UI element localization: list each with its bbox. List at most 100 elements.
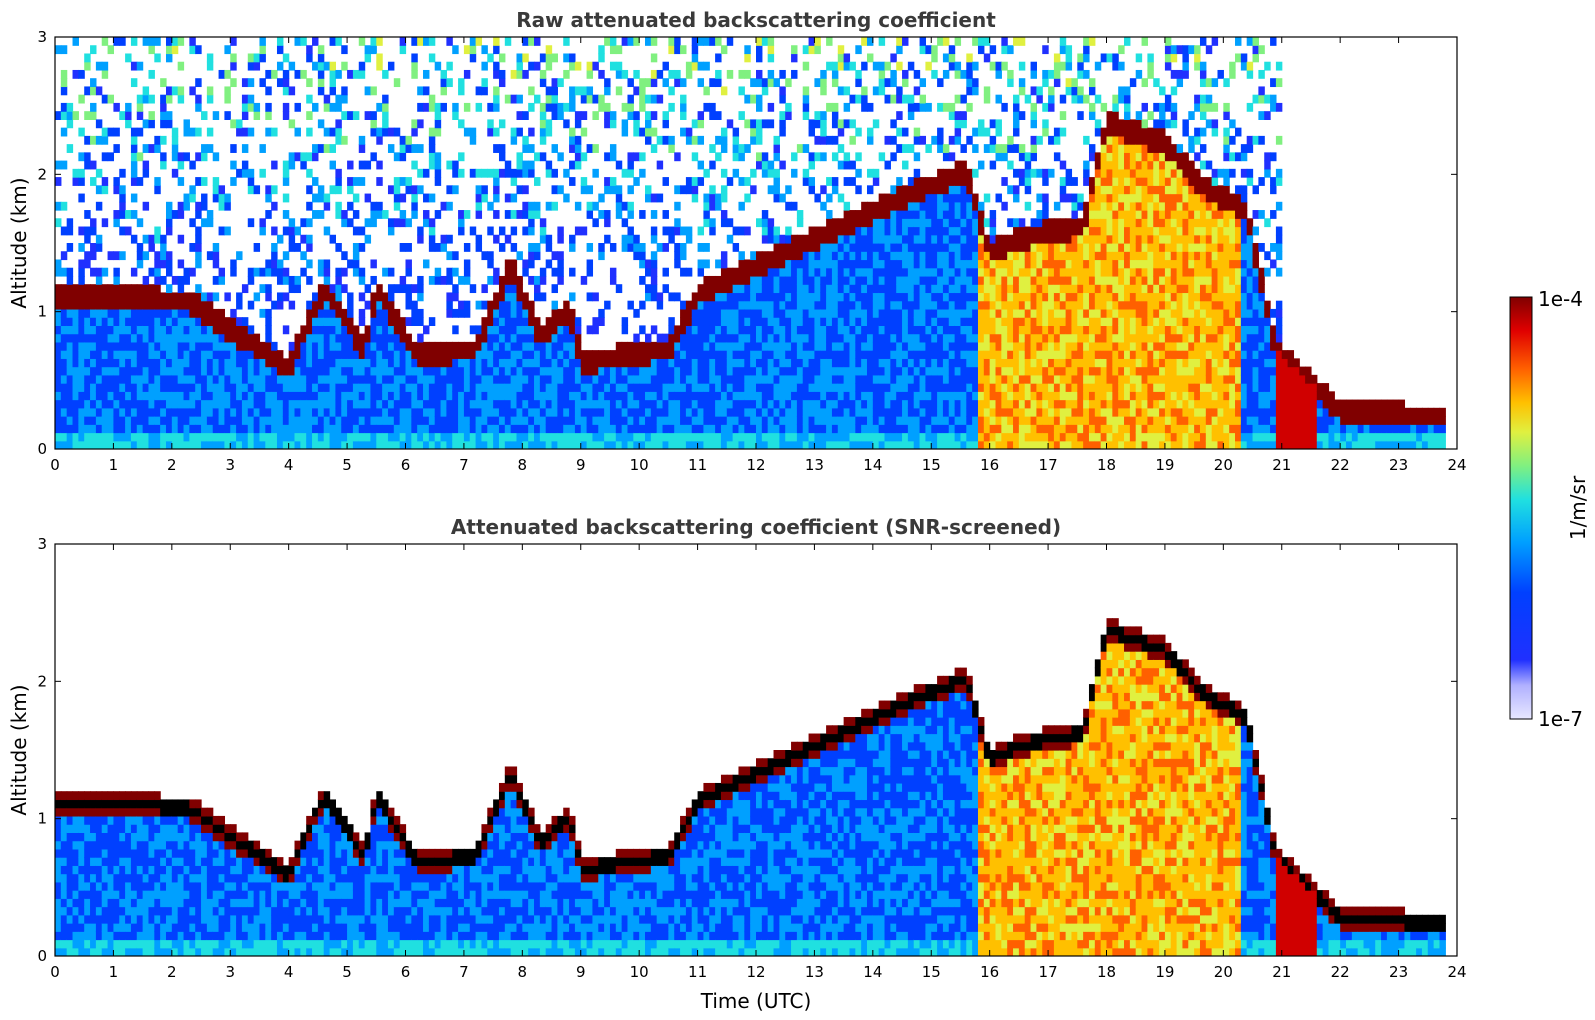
heatmap-cell: [183, 341, 190, 351]
heatmap-cell: [925, 440, 932, 449]
heatmap-cell: [399, 284, 407, 294]
heatmap-cell: [919, 416, 927, 425]
heatmap-cell: [972, 193, 979, 203]
heatmap-cell: [814, 424, 821, 434]
heatmap-cell: [452, 267, 459, 277]
heatmap-cell: [177, 86, 185, 96]
heatmap-cell: [434, 424, 442, 434]
heatmap-cell: [259, 53, 266, 63]
heatmap-cell: [738, 111, 745, 120]
heatmap-cell: [423, 218, 430, 228]
heatmap-cell: [855, 251, 862, 261]
heatmap-cell: [352, 226, 360, 236]
heatmap-cell: [680, 317, 687, 326]
heatmap-cell: [977, 308, 985, 318]
heatmap-cell: [615, 69, 623, 79]
heatmap-cell: [458, 226, 465, 236]
heatmap-cell: [341, 374, 348, 384]
heatmap-cell: [376, 210, 383, 219]
heatmap-cell: [855, 275, 862, 285]
heatmap-cell: [907, 284, 915, 294]
heatmap-cell: [510, 416, 518, 425]
heatmap-cell: [317, 61, 325, 71]
heatmap-cell: [206, 53, 214, 63]
heatmap-cell: [703, 366, 710, 376]
heatmap-cell: [557, 226, 564, 236]
heatmap-cell: [685, 317, 693, 326]
heatmap-cell: [720, 185, 728, 195]
heatmap-cell: [417, 407, 424, 417]
heatmap-cell: [498, 325, 506, 335]
heatmap-cell: [329, 407, 336, 417]
heatmap-cell: [966, 61, 973, 71]
heatmap-cell: [861, 440, 868, 449]
heatmap-cell: [516, 399, 523, 409]
heatmap-cell: [504, 160, 512, 170]
heatmap-cell: [347, 317, 354, 326]
heatmap-cell: [171, 86, 179, 96]
heatmap-cell: [335, 341, 342, 351]
heatmap-cell: [621, 102, 629, 112]
heatmap-cell: [855, 432, 862, 442]
heatmap-cell: [136, 300, 144, 310]
heatmap-cell: [948, 391, 956, 401]
heatmap-cell: [627, 432, 634, 442]
heatmap-cell: [130, 152, 138, 162]
heatmap-cell: [55, 317, 62, 326]
heatmap-cell: [60, 424, 68, 434]
heatmap-cell: [201, 333, 208, 343]
heatmap-cell: [259, 78, 266, 88]
heatmap-cell: [417, 424, 424, 434]
heatmap-cell: [954, 251, 962, 261]
heatmap-cell: [236, 333, 243, 343]
heatmap-cell: [545, 350, 553, 359]
heatmap-cell: [259, 383, 266, 392]
heatmap-cell: [516, 432, 523, 442]
heatmap-cell: [125, 366, 132, 376]
heatmap-cell: [458, 218, 465, 228]
heatmap-cell: [761, 267, 769, 277]
heatmap-cell: [253, 333, 261, 343]
heatmap-cell: [615, 391, 623, 401]
heatmap-cell: [481, 416, 488, 425]
heatmap-cell: [697, 259, 705, 269]
heatmap-cell: [551, 383, 558, 392]
heatmap-cell: [995, 358, 1002, 368]
heatmap-cell: [335, 440, 342, 449]
heatmap-cell: [802, 267, 810, 277]
heatmap-cell: [966, 300, 973, 310]
heatmap-cell: [843, 119, 851, 129]
heatmap-cell: [183, 374, 190, 384]
heatmap-cell: [66, 144, 74, 153]
heatmap-cell: [130, 193, 138, 203]
heatmap-cell: [942, 292, 950, 302]
heatmap-cell: [592, 374, 599, 384]
heatmap-cell: [551, 102, 558, 112]
heatmap-cell: [890, 135, 897, 145]
heatmap-cell: [773, 374, 780, 384]
heatmap-cell: [890, 317, 897, 326]
heatmap-cell: [855, 218, 862, 228]
heatmap-cell: [271, 432, 278, 442]
heatmap-cell: [820, 78, 827, 88]
heatmap-cell: [230, 259, 237, 269]
heatmap-cell: [668, 358, 675, 368]
heatmap-cell: [627, 234, 634, 244]
heatmap-cell: [580, 358, 588, 368]
heatmap-cell: [95, 424, 103, 434]
heatmap-cell: [183, 358, 190, 368]
heatmap-cell: [767, 69, 775, 79]
heatmap-cell: [738, 416, 745, 425]
heatmap-cell: [516, 317, 523, 326]
heatmap-cell: [148, 416, 155, 425]
heatmap-cell: [516, 111, 523, 120]
heatmap-cell: [948, 440, 956, 449]
heatmap-cell: [884, 440, 891, 449]
heatmap-cell: [265, 374, 272, 384]
heatmap-cell: [475, 440, 483, 449]
heatmap-cell: [428, 152, 436, 162]
heatmap-cell: [195, 177, 202, 186]
heatmap-cell: [487, 300, 494, 310]
heatmap-cell: [171, 399, 179, 409]
